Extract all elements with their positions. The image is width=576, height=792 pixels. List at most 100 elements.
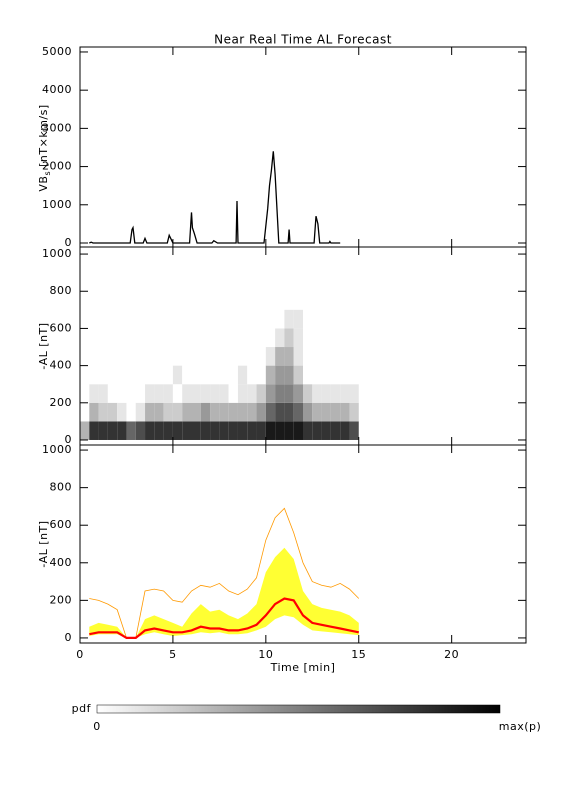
heat-cell	[210, 347, 220, 366]
plot-frame	[79, 444, 527, 644]
heat-cell	[98, 347, 108, 366]
heat-cell	[265, 421, 276, 440]
heat-cell	[182, 402, 192, 422]
heat-cell	[219, 402, 229, 422]
heat-cell	[265, 402, 276, 422]
heat-cell	[330, 347, 341, 366]
heat-cell	[275, 309, 285, 329]
heat-cell	[321, 328, 331, 348]
heat-cell	[200, 347, 211, 366]
colorbar-max-label: max(p)	[499, 720, 542, 733]
heat-cell	[256, 421, 266, 440]
heat-cell	[228, 402, 238, 422]
heat-cell	[200, 402, 211, 422]
heat-cell	[340, 347, 350, 366]
x-tick-label: 10	[258, 648, 273, 661]
heat-cell	[284, 328, 294, 348]
heat-cell	[228, 384, 238, 403]
heat-cell	[117, 402, 127, 422]
heat-cell	[247, 421, 257, 440]
heat-cell	[182, 309, 192, 329]
heat-cell	[219, 365, 229, 385]
heat-cell	[275, 402, 285, 422]
heat-cell	[228, 309, 238, 329]
heat-cell	[349, 347, 359, 366]
heat-cell	[256, 309, 266, 329]
heat-cell	[154, 402, 164, 422]
heat-cell	[191, 421, 201, 440]
heat-cell	[200, 328, 211, 348]
heat-cell	[247, 328, 257, 348]
heat-cell	[89, 309, 99, 329]
heat-cell	[80, 365, 90, 385]
heat-cell	[321, 402, 331, 422]
heat-cell	[80, 402, 90, 422]
heat-cell	[265, 365, 276, 385]
heat-cell	[312, 309, 322, 329]
y-axis-label: VBs [nT×km/s]	[37, 104, 52, 191]
heat-cell	[330, 384, 341, 403]
heat-cell	[330, 365, 341, 385]
heat-cell	[219, 384, 229, 403]
heat-cell	[117, 384, 127, 403]
heat-cell	[145, 384, 155, 403]
heat-cell	[284, 384, 294, 403]
heat-cell	[247, 347, 257, 366]
chart-title: Near Real Time AL Forecast	[214, 33, 392, 47]
heat-cell	[126, 402, 136, 422]
y-label-unit: [nT×km/s]	[37, 104, 50, 167]
heat-cell	[145, 347, 155, 366]
heat-cell	[163, 402, 173, 422]
heat-cell	[303, 328, 313, 348]
heat-cell	[117, 347, 127, 366]
colorbar	[96, 704, 501, 714]
heat-cell	[126, 347, 136, 366]
heat-cell	[340, 402, 350, 422]
y-tick-label: 2000	[42, 160, 72, 173]
heat-cell	[80, 347, 90, 366]
heat-cell	[163, 421, 173, 440]
y-tick-label: 200	[50, 593, 73, 606]
y-tick-label: 800	[50, 481, 73, 494]
heat-cell	[330, 421, 341, 440]
heat-cell	[275, 421, 285, 440]
heat-cell	[265, 309, 276, 329]
heat-cell	[247, 402, 257, 422]
heat-cell	[126, 328, 136, 348]
heat-cell	[349, 328, 359, 348]
heat-cell	[191, 347, 201, 366]
data-line	[89, 151, 341, 244]
y-tick-label: 400	[50, 556, 73, 569]
heat-cell	[172, 421, 183, 440]
heat-cell	[293, 365, 303, 385]
heat-cell	[154, 328, 164, 348]
heat-cell	[135, 365, 146, 385]
heat-cell	[293, 421, 303, 440]
heat-cell	[98, 309, 108, 329]
heat-cell	[247, 384, 257, 403]
heat-cell	[172, 309, 183, 329]
heat-cell	[321, 384, 331, 403]
heat-cell	[126, 309, 136, 329]
heat-cell	[145, 365, 155, 385]
heat-cell	[293, 328, 303, 348]
heat-cell	[210, 309, 220, 329]
x-tick-label: 20	[444, 648, 459, 661]
y-tick-label: 1000	[42, 247, 72, 260]
heat-cell	[210, 365, 220, 385]
heat-cell	[126, 384, 136, 403]
heat-cell	[191, 384, 201, 403]
heat-cell	[163, 328, 173, 348]
heat-cell	[228, 347, 238, 366]
heat-cell	[172, 384, 183, 403]
heat-cell	[154, 365, 164, 385]
y-tick-label: 1000	[42, 198, 72, 211]
heat-cell	[247, 365, 257, 385]
y-tick-label: 1000	[42, 443, 72, 456]
heat-cell	[219, 328, 229, 348]
heat-cell	[135, 421, 146, 440]
x-tick-label: 5	[169, 648, 177, 661]
heat-cell	[330, 309, 341, 329]
heat-cell	[135, 384, 146, 403]
